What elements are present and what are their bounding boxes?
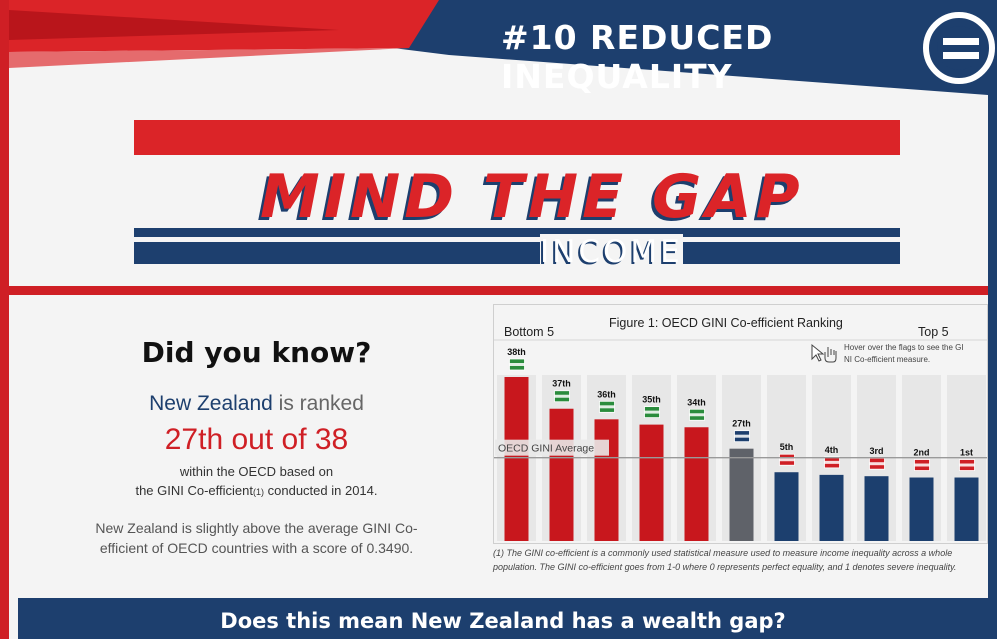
rank-label: 36th [597,389,616,399]
gini-bar [774,472,799,541]
left-frame-stripe [0,0,9,639]
flag-stripe [689,413,705,417]
mind-the-gap-banner: MIND THE GAP INCOME [134,120,900,270]
right-frame-stripe [988,0,997,639]
banner-subtitle: INCOME [540,234,683,270]
ranked-text: is ranked [278,392,364,415]
flag-stripe [599,405,615,409]
equals-circle-icon [923,12,995,84]
gini-ranking-chart: Figure 1: OECD GINI Co-efficient Ranking… [493,304,988,544]
hover-hint-line-1: Hover over the flags to see the GI [844,343,964,352]
banner-bottom-bar [134,242,900,264]
gini-bar [729,448,754,541]
top-5-label: Top 5 [918,325,949,339]
rank-label: 3rd [869,446,883,456]
rank-label: 35th [642,395,661,405]
above-average-text: New Zealand is slightly above the averag… [95,520,418,556]
rank-label: 27th [732,419,751,429]
rank-label: 37th [552,379,571,389]
rank-label: 34th [687,397,706,407]
hover-hint-line-2: NI Co-efficient measure. [844,355,930,364]
flag-stripe [554,394,570,398]
footnote: (1) The GINI co-efficient is a commonly … [493,548,957,572]
rank-label: 4th [825,445,839,455]
country-name: New Zealand [149,392,273,415]
country-line: New Zealand is ranked [18,392,495,416]
flag-stripe [824,460,840,464]
banner-title: MIND THE GAP [260,162,804,232]
footnote-ref: (1) [253,487,265,497]
banner-mid-bar [134,228,900,237]
bottom-question[interactable]: Does this mean New Zealand has a wealth … [220,609,786,633]
chart-title: Figure 1: OECD GINI Co-efficient Ranking [609,316,843,330]
average-label: OECD GINI Average [498,443,594,455]
header-banner: #10 REDUCED INEQUALITY [9,0,988,95]
bottom-question-bar: Does this mean New Zealand has a wealth … [18,598,988,639]
bottom-5-label: Bottom 5 [504,325,554,339]
flag-stripe [644,410,660,414]
gini-bar [864,476,889,541]
did-you-know-heading: Did you know? [141,336,372,369]
gini-bar [954,477,979,541]
within-text: within the OECD based on the GINI Co-eff… [18,462,495,502]
flag-stripe [734,434,750,438]
pointer-cursor-icon [811,343,825,362]
rank-label: 38th [507,347,526,357]
banner-top-bar [134,120,900,155]
within-line-2-end: conducted in 2014. [267,483,378,498]
header-stripes [9,0,988,95]
chart-svg: Figure 1: OECD GINI Co-efficient Ranking… [494,316,987,541]
flag-stripe [509,363,525,366]
flag-stripe [869,462,885,466]
gini-bar [504,377,529,541]
flag-stripe [959,463,975,467]
gini-bar [594,419,619,541]
within-line-2: the GINI Co-efficient [135,483,254,498]
average-label-bg [495,439,609,456]
rank-label: 2nd [913,448,929,458]
rank-label: 1st [960,448,973,458]
gini-bar [639,424,664,541]
hand-cursor-icon [824,347,837,363]
header-title: #10 REDUCED INEQUALITY [501,18,774,95]
section-divider [9,286,988,295]
flag-stripe [914,463,930,467]
within-line-1: within the OECD based on [179,464,334,479]
gini-bar [909,477,934,541]
flag-stripe [779,458,795,462]
gini-bar [684,427,709,541]
gini-bar [549,408,574,541]
rank-value: 27th out of 38 [164,423,349,456]
rank-label: 5th [780,442,794,452]
gini-bar [819,474,844,541]
